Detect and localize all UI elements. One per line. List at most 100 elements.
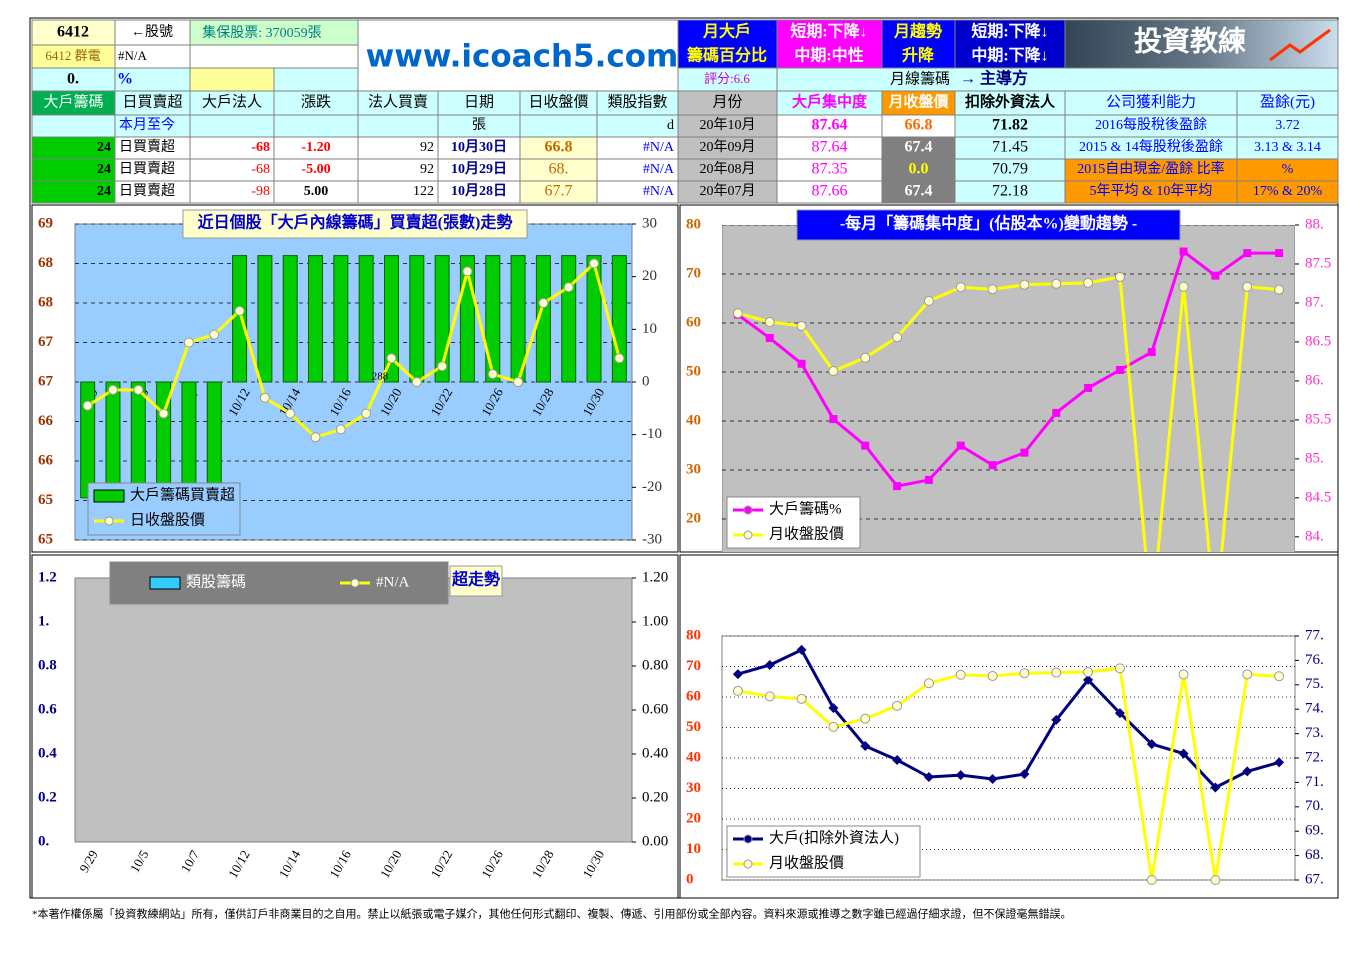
table-value: 66.8 xyxy=(905,117,933,134)
cell xyxy=(189,44,359,69)
point xyxy=(1084,383,1093,392)
table-value: #N/A xyxy=(643,162,675,177)
big-trend: 短期:下降↓ xyxy=(790,22,867,41)
point xyxy=(1242,281,1253,292)
y2-tick-label: 86. xyxy=(1305,372,1324,388)
bar xyxy=(181,381,197,499)
y2-tick-label: 73. xyxy=(1305,725,1324,741)
table-value: 67.4 xyxy=(905,139,933,156)
point xyxy=(1243,249,1252,258)
table-value: 87.66 xyxy=(812,183,848,200)
table-value: 日買賣超 xyxy=(119,161,175,177)
y-tick-label: 70 xyxy=(686,658,701,674)
column-header: 漲跌 xyxy=(301,93,331,110)
point xyxy=(893,482,902,491)
chart-title: 超走勢 xyxy=(451,570,500,589)
table-value: -68 xyxy=(251,162,270,177)
table-value: 10月29日 xyxy=(451,161,507,177)
point xyxy=(1083,674,1094,685)
point xyxy=(955,282,966,293)
point xyxy=(107,384,118,395)
table-value: 日買賣超 xyxy=(119,183,175,199)
legend-label: 大戶籌碼% xyxy=(769,500,842,517)
y2-tick-label: 0.60 xyxy=(642,701,668,717)
y-tick-label: 66 xyxy=(38,452,54,468)
site-logo: www.icoach5.com xyxy=(366,39,679,75)
table-cell xyxy=(357,114,439,138)
table-value: 66.8 xyxy=(545,139,573,156)
legend-swatch xyxy=(743,505,753,515)
bar xyxy=(383,255,399,383)
chart-title-box xyxy=(796,209,1181,241)
bar xyxy=(333,255,349,383)
table-value: 87.64 xyxy=(812,117,848,134)
y-tick-label: 20 xyxy=(686,810,701,826)
y2-tick-label: 84. xyxy=(1305,528,1324,544)
point xyxy=(796,693,807,704)
line xyxy=(737,275,1280,552)
bar xyxy=(561,255,577,383)
column-header: 月份 xyxy=(712,93,742,110)
point xyxy=(285,408,296,419)
point xyxy=(513,377,524,387)
point xyxy=(829,415,838,424)
table-value: 20年08月 xyxy=(700,161,756,177)
chart: 1.2 1. 0.8 0.6 0.4 0.2 0. 1.20 1.00 0.80 0.60 0.40 0… xyxy=(38,569,668,880)
y-tick-label: 67 xyxy=(38,373,54,389)
month-trend: 月趨勢 xyxy=(893,22,942,41)
y-tick-label: 70 xyxy=(686,265,701,281)
y-tick-label: 10 xyxy=(686,841,701,857)
point xyxy=(259,392,270,403)
point xyxy=(892,700,903,711)
table-value: 2016每股稅後盈餘 xyxy=(1095,116,1207,133)
y-tick-label: 30 xyxy=(686,780,701,796)
table-value: #N/A xyxy=(643,140,675,155)
cell xyxy=(189,67,275,92)
main-force-value: → 主導方 xyxy=(960,69,1028,88)
y-tick-label: 1. xyxy=(38,613,50,629)
table-value: 24 xyxy=(97,140,111,155)
legend-swatch xyxy=(743,530,753,540)
point xyxy=(764,691,775,702)
y-tick-label: 0.6 xyxy=(38,701,57,717)
legend-swatch xyxy=(350,578,360,588)
y-tick-label: 60 xyxy=(686,314,701,330)
point xyxy=(1242,766,1253,777)
legend-box xyxy=(726,496,861,549)
y2-tick-label: -10 xyxy=(642,426,662,442)
point xyxy=(335,424,346,435)
y-tick-label: 20 xyxy=(686,510,701,526)
y-tick-label: 66 xyxy=(38,413,54,429)
table-value: 2015自由現金/盈餘 比率 xyxy=(1077,160,1224,177)
legend-swatch xyxy=(743,859,753,869)
column-header: 公司獲利能力 xyxy=(1106,93,1196,110)
point xyxy=(462,266,473,277)
point xyxy=(361,408,372,419)
point xyxy=(732,308,743,319)
table-value: 92 xyxy=(420,162,434,177)
legend-swatch xyxy=(93,489,125,503)
column-header: 大戶法人 xyxy=(202,93,262,110)
y-tick-label: 30 xyxy=(686,461,701,477)
y-tick-label: 65 xyxy=(38,492,53,508)
table-cell xyxy=(31,114,116,138)
score: 評分:6.6 xyxy=(704,71,750,86)
point xyxy=(923,295,934,306)
y2-tick-label: 74. xyxy=(1305,701,1324,717)
line xyxy=(737,666,1280,881)
table-value: 67.7 xyxy=(545,183,573,200)
header-cell xyxy=(357,90,439,116)
bar xyxy=(282,255,298,383)
table-value: 5年平均 & 10年平均 xyxy=(1090,183,1213,199)
annotation: 288 xyxy=(372,371,389,383)
point xyxy=(1179,247,1188,256)
table-value: 87.35 xyxy=(812,161,848,178)
header-cell xyxy=(776,90,883,116)
point xyxy=(764,317,775,328)
bar xyxy=(80,381,96,499)
point xyxy=(1178,281,1189,292)
table-value: 67.4 xyxy=(905,183,933,200)
y2-tick-label: 72. xyxy=(1305,749,1324,765)
logo-arrow xyxy=(1269,28,1331,62)
